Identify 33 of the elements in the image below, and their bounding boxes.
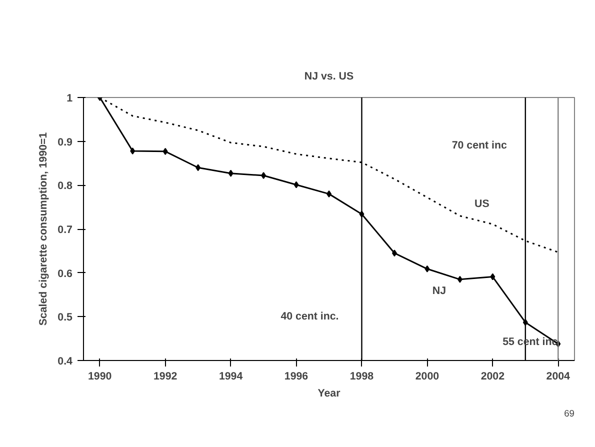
point (162, 148, 168, 155)
x-axis-title: Year (318, 388, 340, 400)
x-tick-label: 1992 (153, 370, 178, 382)
series-label: NJ (432, 284, 446, 297)
point (228, 170, 234, 177)
x-tick-label: 1998 (350, 370, 374, 382)
y-tick-label: 1 (66, 92, 73, 104)
y-tick-label: 0.8 (58, 180, 73, 192)
y-tick-label: 0.4 (58, 356, 73, 368)
chart-title: NJ vs. US (304, 70, 354, 82)
point (424, 265, 430, 272)
point (294, 181, 299, 188)
text: 69 (564, 408, 575, 418)
x-tick-label: 2004 (546, 370, 570, 382)
x-tick-label: 2002 (480, 370, 505, 382)
ref-line-label: 70 cent inc (452, 140, 508, 152)
y-tick-label: 0.5 (58, 312, 73, 324)
y-tick-label: 0.9 (58, 136, 73, 148)
y-tick-label: 0.7 (58, 224, 73, 236)
point (392, 250, 397, 257)
x-tick-label: 1996 (284, 370, 308, 382)
y-tick-label: 0.6 (58, 268, 73, 280)
point (261, 172, 266, 180)
point (130, 147, 136, 154)
x-tick-label: 2000 (415, 370, 440, 382)
point (490, 273, 496, 280)
point (196, 164, 201, 172)
y-axis-title: Scaled cigarette consumption, 1990=1 (38, 132, 50, 326)
point (457, 276, 462, 283)
series-label: US (474, 198, 490, 210)
ref-line-label: 40 cent inc. (280, 310, 339, 323)
x-tick-label: 1994 (218, 370, 243, 382)
x-tick-label: 1990 (88, 370, 112, 382)
